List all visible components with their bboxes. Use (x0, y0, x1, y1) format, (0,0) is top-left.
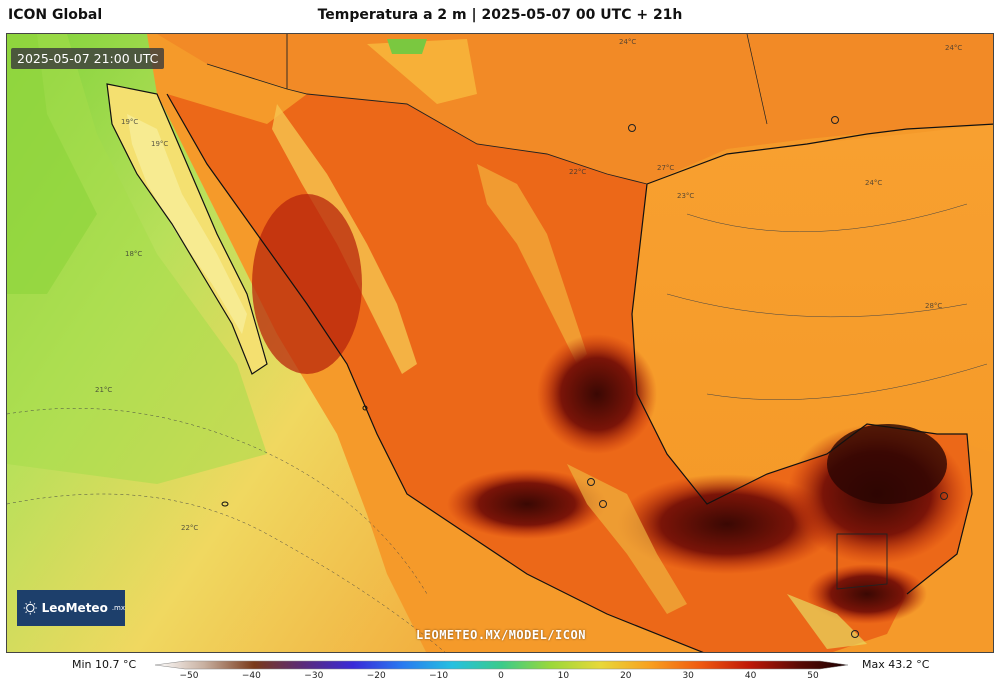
logo-brand: LeoMeteo (41, 601, 108, 615)
leometeo-logo[interactable]: LeoMeteo .mx (17, 590, 125, 626)
city-marker (831, 116, 839, 124)
colorbar-tick-label: 10 (557, 671, 570, 681)
colorbar-tick-label: 50 (807, 671, 819, 681)
sun-icon (23, 601, 37, 615)
colorbar-tick-label: −30 (304, 671, 324, 681)
colorbar-tick-label: 30 (682, 671, 694, 681)
color-legend: Min 10.7 °C −50 −40 −30 −20 −10 0 10 20 30 40 50 M… (0, 654, 1000, 684)
contour-label: 23°C (677, 192, 695, 200)
city-marker (851, 630, 859, 638)
weather-map[interactable]: 24°C 19°C 18°C 21°C 22°C 24°C 27°C 23°C … (6, 33, 994, 653)
colorbar-tick-label: −50 (179, 671, 199, 681)
header-bar: ICON Global Temperatura a 2 m | 2025-05-… (0, 0, 1000, 32)
colorbar-tick-label: 0 (498, 671, 504, 681)
model-name: ICON Global (8, 7, 103, 23)
colorbar-tick-label: −10 (429, 671, 449, 681)
contour-label: 24°C (619, 38, 637, 46)
colorbar-tick-label: −20 (366, 671, 386, 681)
map-title: Temperatura a 2 m | 2025-05-07 00 UTC + … (317, 7, 683, 23)
min-temp-label: Min 10.7 °C (72, 658, 137, 671)
city-marker (628, 124, 636, 132)
contour-label: 19°C (121, 118, 139, 126)
contour-label: 22°C (181, 524, 199, 532)
colorbar-tick-label: −40 (241, 671, 261, 681)
contour-label: 22°C (569, 168, 587, 176)
colorbar-tick-label: 20 (620, 671, 632, 681)
temperature-field (7, 34, 993, 652)
max-temp-label: Max 43.2 °C (862, 658, 930, 671)
contour-label: 21°C (95, 386, 113, 394)
watermark-url[interactable]: LEOMETEO.MX/MODEL/ICON (416, 628, 586, 642)
city-marker (940, 492, 948, 500)
contour-label: 24°C (945, 44, 963, 52)
logo-suffix: .mx (111, 604, 125, 612)
contour-label: 28°C (925, 302, 943, 310)
colorbar (154, 660, 849, 670)
contour-label: 24°C (865, 179, 883, 187)
contour-label: 18°C (125, 250, 143, 258)
contour-label: 27°C (657, 164, 675, 172)
city-marker (599, 500, 607, 508)
city-marker (587, 478, 595, 486)
colorbar-tick-label: 40 (744, 671, 757, 681)
valid-time-badge: 2025-05-07 21:00 UTC (11, 48, 165, 69)
contour-label: 19°C (151, 140, 169, 148)
